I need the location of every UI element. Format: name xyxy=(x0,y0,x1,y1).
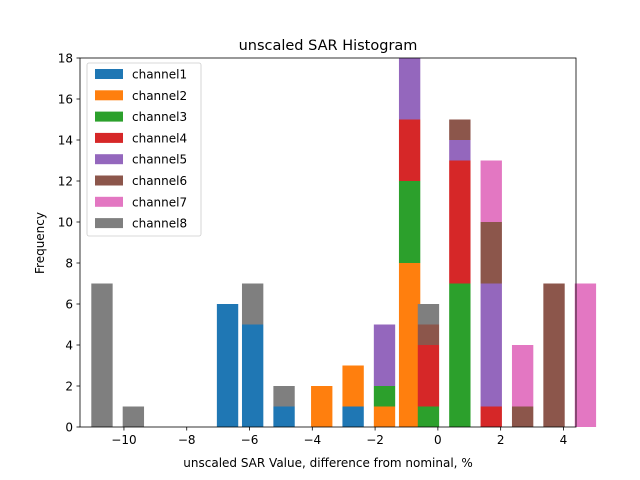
legend-swatch-channel3 xyxy=(95,111,123,122)
legend-label-channel6: channel6 xyxy=(132,174,187,188)
legend-swatch-channel6 xyxy=(95,175,123,186)
bar-channel7-0 xyxy=(480,160,502,222)
axes-frame xyxy=(79,57,577,428)
y-tick-label: 0 xyxy=(65,420,73,434)
bar-channel4-3 xyxy=(480,406,502,427)
x-tick-label: −10 xyxy=(111,433,136,447)
y-tick-label: 8 xyxy=(65,256,73,270)
legend-label-channel2: channel2 xyxy=(132,89,187,103)
y-tick-label: 16 xyxy=(58,92,73,106)
bar-channel2-3 xyxy=(398,263,421,427)
y-tick-label: 4 xyxy=(65,338,73,352)
bar-channel1-3 xyxy=(342,406,364,427)
x-axis-label: unscaled SAR Value, difference from nomi… xyxy=(183,456,472,470)
bar-channel3-2 xyxy=(417,406,440,427)
legend-label-channel8: channel8 xyxy=(132,217,187,231)
legend-swatch-channel2 xyxy=(95,90,123,101)
bar-channel6-2 xyxy=(480,222,502,284)
bar-channel8-4 xyxy=(417,304,440,325)
legend-swatch-channel1 xyxy=(95,69,123,79)
legend-label-channel3: channel3 xyxy=(132,110,187,124)
x-tick-label: −8 xyxy=(178,433,196,447)
y-tick-label: 2 xyxy=(65,379,73,393)
bar-channel6-4 xyxy=(543,283,565,427)
bar-channel7-2 xyxy=(574,283,597,427)
legend-swatch-channel7 xyxy=(95,196,123,207)
bars-layer xyxy=(91,58,597,427)
bar-channel1-0 xyxy=(216,304,239,427)
legend: channel1 channel2 channel3 channel4 channel5… xyxy=(86,62,202,237)
bar-channel6-0 xyxy=(417,324,440,345)
legend-label-channel4: channel4 xyxy=(132,131,187,145)
bar-channel2-1 xyxy=(342,365,364,407)
x-tick-label: −6 xyxy=(241,433,259,447)
y-tick-label: 6 xyxy=(65,297,73,311)
bar-channel5-1 xyxy=(398,58,421,120)
bar-channel4-0 xyxy=(398,119,421,181)
bar-channel3-3 xyxy=(449,283,471,427)
bar-channel8-0 xyxy=(91,283,113,427)
y-tick-label: 14 xyxy=(58,133,73,147)
x-axis-ticks: −10 −8 −6 −4 −2 0 2 4 xyxy=(111,427,567,447)
bar-channel8-1 xyxy=(122,406,145,427)
legend-label-channel7: channel7 xyxy=(132,195,187,209)
bar-channel2-0 xyxy=(311,386,333,427)
legend-box xyxy=(86,62,202,237)
x-tick-label: 4 xyxy=(560,433,568,447)
y-tick-label: 18 xyxy=(58,51,73,65)
bar-channel1-2 xyxy=(273,406,295,427)
bar-channel4-2 xyxy=(449,160,471,284)
bar-channel8-2 xyxy=(241,283,264,325)
bar-channel2-2 xyxy=(373,406,396,427)
bar-channel6-3 xyxy=(511,406,534,427)
x-tick-label: 0 xyxy=(434,433,442,447)
bar-channel8-3 xyxy=(273,386,295,407)
y-axis-ticks: 0 2 4 6 8 10 12 14 16 18 xyxy=(58,51,80,434)
legend-swatch-channel4 xyxy=(95,132,123,143)
y-tick-label: 12 xyxy=(58,174,73,188)
bar-channel3-0 xyxy=(373,386,396,407)
x-tick-label: −4 xyxy=(303,433,321,447)
bar-channel3-1 xyxy=(398,181,421,263)
bar-channel1-1 xyxy=(241,324,264,427)
legend-swatch-channel8 xyxy=(95,218,123,229)
bar-channel6-1 xyxy=(449,119,471,140)
bar-channel5-2 xyxy=(449,140,471,161)
chart-title: unscaled SAR Histogram xyxy=(239,38,418,54)
y-tick-label: 10 xyxy=(58,215,73,229)
legend-label-channel1: channel1 xyxy=(132,68,187,82)
x-tick-label: 2 xyxy=(497,433,505,447)
bar-channel4-1 xyxy=(417,345,440,407)
legend-swatch-channel5 xyxy=(95,154,123,165)
legend-label-channel5: channel5 xyxy=(132,153,187,167)
bar-channel7-1 xyxy=(511,345,534,407)
legend-items: channel1 channel2 channel3 channel4 channel5… xyxy=(95,68,187,231)
bar-channel5-3 xyxy=(480,283,502,407)
x-tick-label: −2 xyxy=(366,433,384,447)
y-axis-label: Frequency xyxy=(33,212,47,274)
bar-channel5-0 xyxy=(373,324,396,386)
